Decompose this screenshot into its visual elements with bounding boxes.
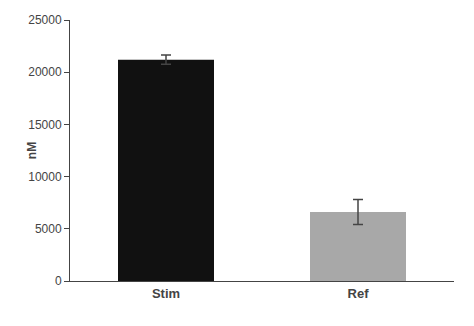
- svg-text:20000: 20000: [28, 65, 62, 79]
- svg-text:10000: 10000: [28, 170, 62, 184]
- svg-text:Stim: Stim: [152, 286, 180, 301]
- svg-text:Ref: Ref: [348, 286, 370, 301]
- svg-text:5000: 5000: [35, 222, 62, 236]
- svg-text:25000: 25000: [28, 13, 62, 27]
- svg-text:nM: nM: [25, 142, 39, 159]
- svg-text:15000: 15000: [28, 118, 62, 132]
- svg-text:0: 0: [55, 274, 62, 288]
